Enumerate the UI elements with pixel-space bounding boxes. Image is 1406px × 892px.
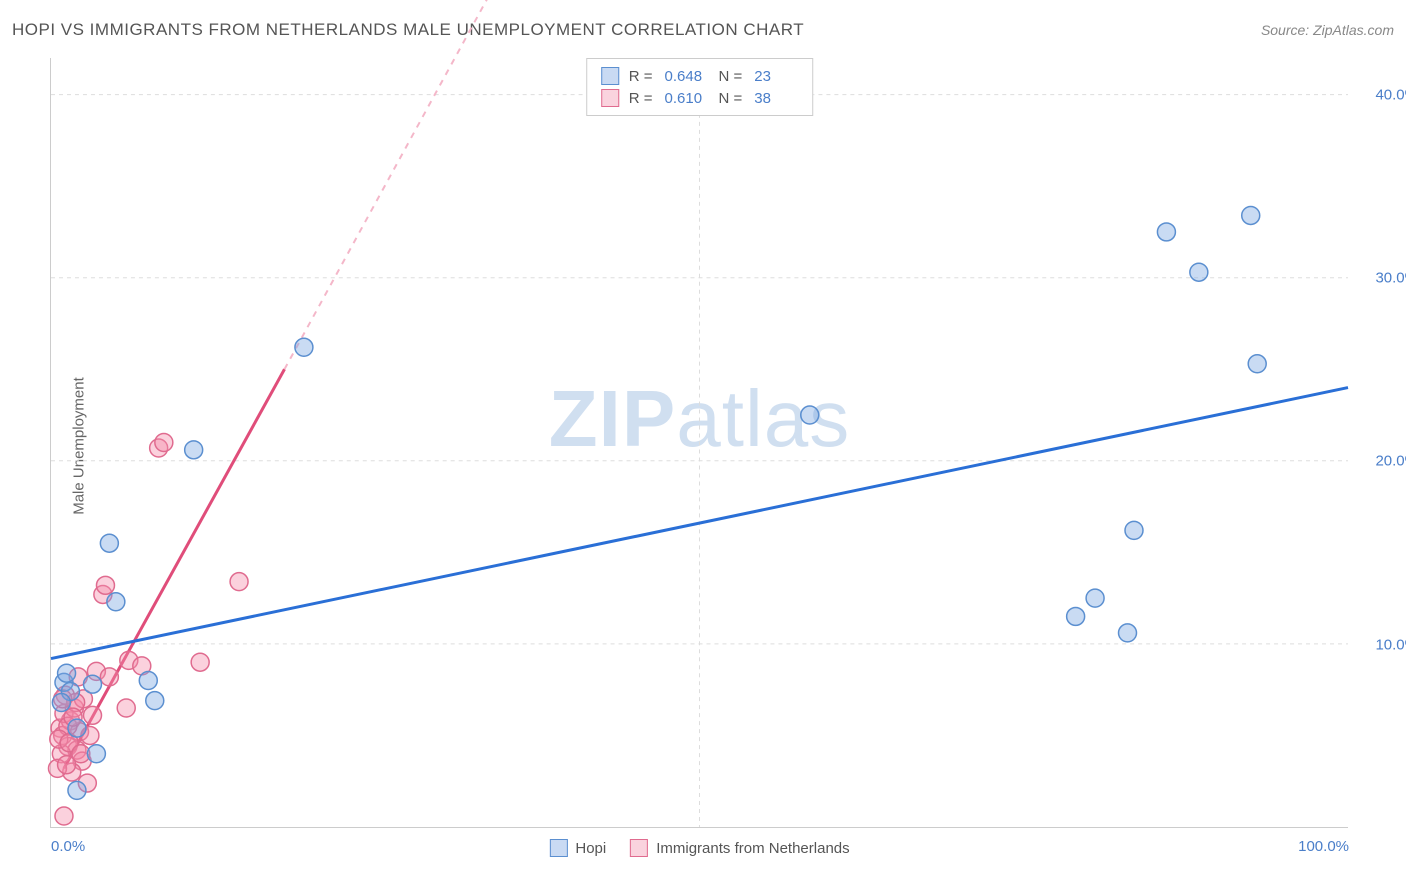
x-tick-label: 0.0% (51, 838, 85, 855)
swatch-pink-icon (630, 839, 648, 857)
legend-bottom: Hopi Immigrants from Netherlands (549, 839, 849, 857)
legend-item-hopi: Hopi (549, 839, 606, 857)
x-tick-label: 100.0% (1298, 838, 1349, 855)
chart-svg (51, 58, 1348, 827)
stat-n-label: N = (719, 90, 743, 107)
stats-row-hopi: R = 0.648 N = 23 (601, 65, 799, 87)
y-tick-label: 30.0% (1358, 270, 1406, 287)
legend-item-netherlands: Immigrants from Netherlands (630, 839, 849, 857)
swatch-blue-icon (601, 67, 619, 85)
legend-label: Hopi (575, 840, 606, 857)
y-tick-label: 40.0% (1358, 86, 1406, 103)
stat-n-label: N = (719, 68, 743, 85)
stat-n-value: 38 (754, 90, 798, 107)
stat-n-value: 23 (754, 68, 798, 85)
y-tick-label: 10.0% (1358, 636, 1406, 653)
legend-label: Immigrants from Netherlands (656, 840, 849, 857)
stat-r-value: 0.648 (665, 68, 709, 85)
stat-r-label: R = (629, 90, 653, 107)
stats-row-netherlands: R = 0.610 N = 38 (601, 87, 799, 109)
stat-r-label: R = (629, 68, 653, 85)
stat-r-value: 0.610 (665, 90, 709, 107)
chart-source: Source: ZipAtlas.com (1261, 22, 1394, 38)
stats-legend-box: R = 0.648 N = 23 R = 0.610 N = 38 (586, 58, 814, 116)
swatch-blue-icon (549, 839, 567, 857)
chart-title: HOPI VS IMMIGRANTS FROM NETHERLANDS MALE… (12, 20, 804, 40)
chart-header: HOPI VS IMMIGRANTS FROM NETHERLANDS MALE… (12, 20, 1394, 40)
plot-area: ZIPatlas R = 0.648 N = 23 R = 0.610 N = … (50, 58, 1348, 828)
swatch-pink-icon (601, 89, 619, 107)
y-tick-label: 20.0% (1358, 453, 1406, 470)
